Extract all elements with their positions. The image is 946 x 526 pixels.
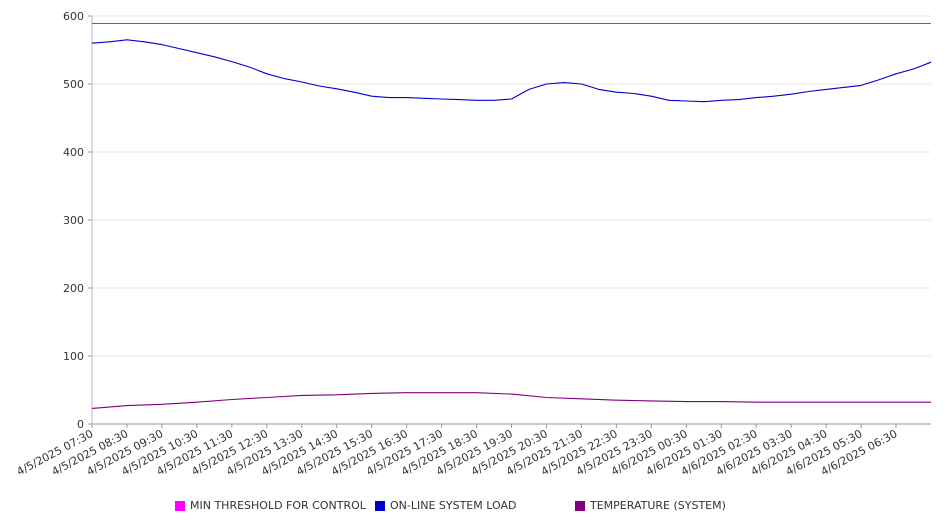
y-tick-label: 500 — [63, 78, 84, 91]
legend-item-min-threshold[interactable]: MIN THRESHOLD FOR CONTROL — [175, 499, 366, 512]
legend-item-temperature[interactable]: TEMPERATURE (SYSTEM) — [575, 499, 726, 512]
legend-label-system-load: ON-LINE SYSTEM LOAD — [390, 499, 517, 512]
y-tick-label: 100 — [63, 350, 84, 363]
legend: MIN THRESHOLD FOR CONTROL ON-LINE SYSTEM… — [0, 496, 946, 516]
legend-label-temperature: TEMPERATURE (SYSTEM) — [590, 499, 726, 512]
legend-swatch-temperature — [575, 500, 585, 511]
legend-item-system-load[interactable]: ON-LINE SYSTEM LOAD — [375, 499, 516, 512]
legend-swatch-system-load — [375, 500, 385, 511]
legend-swatch-min-threshold — [175, 500, 185, 511]
y-tick-label: 400 — [63, 146, 84, 159]
y-tick-label: 0 — [77, 418, 84, 431]
y-axis-ticks: 0 100 200 300 400 500 600 — [63, 10, 92, 431]
series-line-temperature-system — [91, 392, 931, 409]
line-chart: 0 100 200 300 400 500 600 4/5/2025 07:304/5/20… — [15, 10, 932, 478]
series-line-on-line-system-load — [91, 39, 932, 103]
y-tick-label: 600 — [63, 10, 84, 23]
series-lines — [91, 22, 932, 409]
y-tick-label: 300 — [63, 214, 84, 227]
gridlines — [92, 15, 931, 357]
y-tick-label: 200 — [63, 282, 84, 295]
legend-label-min-threshold: MIN THRESHOLD FOR CONTROL — [190, 499, 366, 512]
x-axis-ticks: 4/5/2025 07:304/5/2025 08:304/5/2025 09:… — [15, 424, 899, 478]
